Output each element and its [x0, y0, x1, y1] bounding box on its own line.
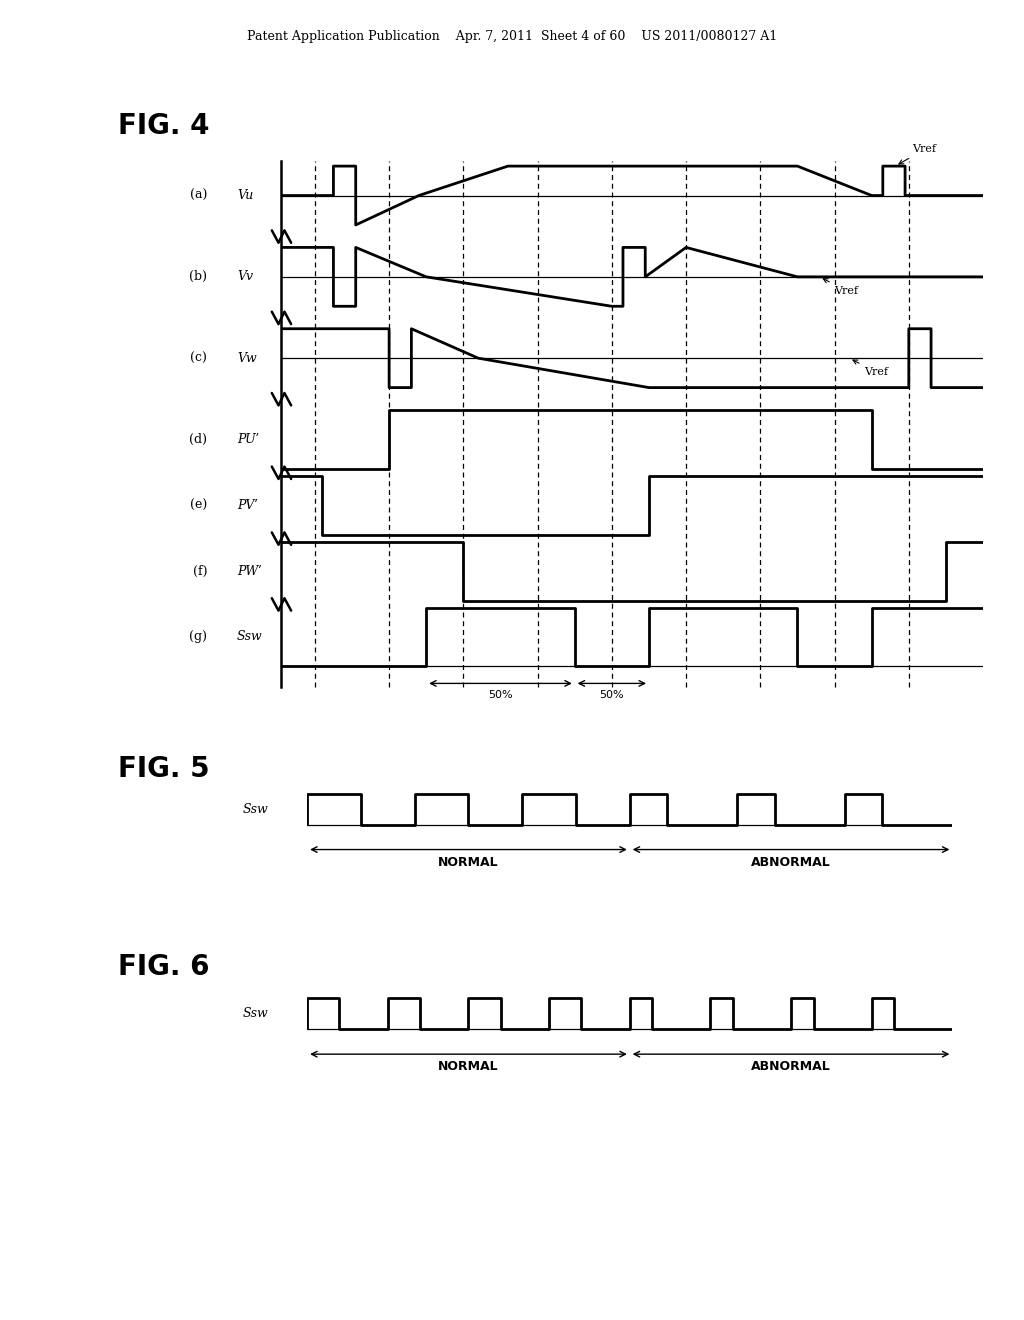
Text: FIG. 5: FIG. 5: [118, 755, 209, 783]
Text: Ssw: Ssw: [243, 803, 268, 816]
Text: (f): (f): [193, 565, 207, 578]
Text: FIG. 4: FIG. 4: [118, 112, 209, 140]
Text: ABNORMAL: ABNORMAL: [752, 1060, 830, 1073]
Text: NORMAL: NORMAL: [438, 1060, 499, 1073]
Text: (d): (d): [189, 433, 207, 446]
Text: (g): (g): [189, 631, 207, 643]
Text: 50%: 50%: [488, 689, 513, 700]
Text: ABNORMAL: ABNORMAL: [752, 855, 830, 869]
Text: Ssw: Ssw: [237, 631, 263, 643]
Text: Vref: Vref: [853, 360, 888, 378]
Text: PWʹ: PWʹ: [237, 565, 262, 578]
Text: PVʹ: PVʹ: [237, 499, 258, 512]
Text: Vref: Vref: [823, 279, 858, 296]
Text: (a): (a): [189, 189, 207, 202]
Text: 50%: 50%: [599, 689, 625, 700]
Text: (e): (e): [190, 499, 207, 512]
Text: Vu: Vu: [237, 189, 253, 202]
Text: Vw: Vw: [237, 351, 257, 364]
Text: Vref: Vref: [899, 144, 937, 164]
Text: PUʹ: PUʹ: [237, 433, 259, 446]
Text: Patent Application Publication    Apr. 7, 2011  Sheet 4 of 60    US 2011/0080127: Patent Application Publication Apr. 7, 2…: [247, 30, 777, 44]
Text: (c): (c): [190, 351, 207, 364]
Text: Vv: Vv: [237, 271, 253, 284]
Text: FIG. 6: FIG. 6: [118, 953, 209, 981]
Text: Ssw: Ssw: [243, 1007, 268, 1020]
Text: (b): (b): [189, 271, 207, 284]
Text: NORMAL: NORMAL: [438, 855, 499, 869]
